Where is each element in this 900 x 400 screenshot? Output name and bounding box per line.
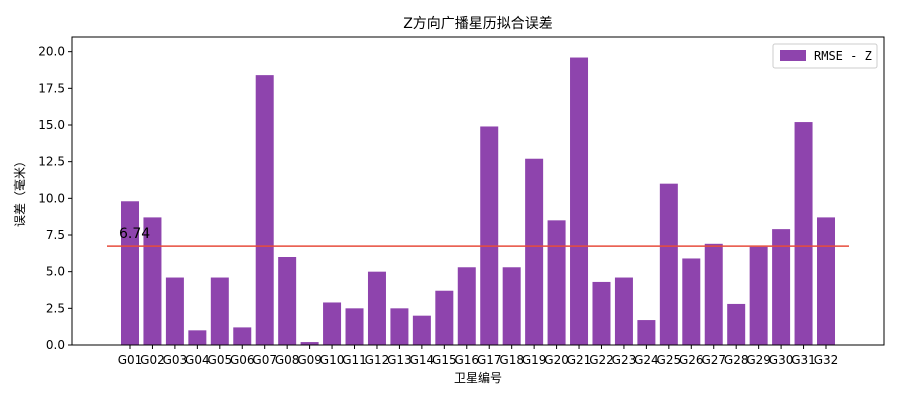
y-tick-label: 7.5 <box>46 228 65 242</box>
plot-frame <box>71 36 885 346</box>
bar-g11 <box>345 308 364 345</box>
x-tick-label-g18: G18 <box>499 353 524 367</box>
x-tick-label-g04: G04 <box>185 353 210 367</box>
x-tick-label-g30: G30 <box>769 353 794 367</box>
x-tick-label-g27: G27 <box>701 353 726 367</box>
legend-label: RMSE - Z <box>814 49 872 63</box>
bar-g01 <box>121 201 139 345</box>
y-tick-label: 0.0 <box>46 338 65 352</box>
x-tick-label-g24: G24 <box>634 353 659 367</box>
y-tick-label: 5.0 <box>46 265 65 279</box>
chart-title: Z方向广播星历拟合误差 <box>403 16 553 32</box>
x-tick-label-g06: G06 <box>230 353 255 367</box>
bar-g19 <box>525 158 544 345</box>
y-tick-label: 10.0 <box>38 191 65 205</box>
bar-g28 <box>727 303 746 345</box>
bar-g07 <box>255 75 274 345</box>
x-tick-label-g20: G20 <box>544 353 569 367</box>
x-tick-label-g15: G15 <box>432 353 457 367</box>
x-tick-label-g08: G08 <box>275 353 300 367</box>
bar-g21 <box>570 57 589 345</box>
x-tick-label-g21: G21 <box>567 353 592 367</box>
bars-group <box>121 57 835 345</box>
bar-g29 <box>749 246 768 345</box>
y-tick-label: 17.5 <box>38 81 65 95</box>
bar-g23 <box>614 277 633 345</box>
x-tick-label-g22: G22 <box>589 353 614 367</box>
x-tick-label-g23: G23 <box>612 353 637 367</box>
x-tick-label-g11: G11 <box>342 353 367 367</box>
bar-g17 <box>480 126 499 345</box>
bar-g16 <box>457 267 476 345</box>
bar-g27 <box>704 243 723 345</box>
bar-g10 <box>323 302 342 345</box>
bar-g03 <box>165 277 184 345</box>
x-tick-label-g16: G16 <box>454 353 479 367</box>
bar-g24 <box>637 320 656 345</box>
bar-g32 <box>817 217 835 345</box>
x-tick-label-g26: G26 <box>679 353 704 367</box>
x-tick-label-g12: G12 <box>365 353 390 367</box>
x-tick-label-g02: G02 <box>140 353 165 367</box>
bar-g30 <box>772 229 791 345</box>
bar-g25 <box>659 183 678 345</box>
x-tick-label-g19: G19 <box>522 353 547 367</box>
x-tick-label-g09: G09 <box>297 353 322 367</box>
bar-g31 <box>794 122 813 345</box>
x-tick-label-g32: G32 <box>814 353 839 367</box>
bar-g15 <box>435 290 454 345</box>
bar-g20 <box>547 220 566 345</box>
y-axis-title: 误差（毫米） <box>12 155 27 227</box>
bar-g13 <box>390 308 409 345</box>
reference-line-group: 6.74 <box>107 226 849 247</box>
bar-g18 <box>502 267 521 345</box>
x-tick-label-g03: G03 <box>163 353 188 367</box>
y-tick-label: 2.5 <box>46 301 65 315</box>
y-axis: 0.0 2.5 5.0 7.5 10.0 12.5 15.0 17.5 20.0 <box>38 45 72 352</box>
y-tick-label: 20.0 <box>38 45 65 59</box>
bar-g22 <box>592 281 611 345</box>
x-tick-label-g05: G05 <box>208 353 233 367</box>
x-tick-label-g07: G07 <box>252 353 277 367</box>
x-tick-label-g14: G14 <box>410 353 435 367</box>
bar-g09 <box>300 342 319 345</box>
bar-g26 <box>682 258 701 345</box>
bar-g12 <box>367 271 386 345</box>
bar-g04 <box>188 330 207 345</box>
x-tick-label-g25: G25 <box>657 353 682 367</box>
legend-swatch <box>780 50 806 61</box>
x-tick-label-g10: G10 <box>320 353 345 367</box>
y-tick-label: 12.5 <box>38 155 65 169</box>
x-tick-label-g31: G31 <box>791 353 816 367</box>
x-axis: G01G02G03G04G05G06G07G08G09G10G11G12G13G… <box>118 345 839 367</box>
bar-g05 <box>210 277 229 345</box>
x-axis-title: 卫星编号 <box>454 370 502 385</box>
x-tick-label-g17: G17 <box>477 353 502 367</box>
x-tick-label-g01: G01 <box>118 353 143 367</box>
y-tick-label: 15.0 <box>38 118 65 132</box>
bar-g14 <box>412 315 431 345</box>
x-tick-label-g28: G28 <box>724 353 749 367</box>
bar-g06 <box>233 327 252 345</box>
legend: RMSE - Z <box>772 43 878 69</box>
mean-line-label: 6.74 <box>119 226 150 242</box>
bar-g02 <box>143 217 162 345</box>
x-tick-label-g29: G29 <box>746 353 771 367</box>
x-tick-label-g13: G13 <box>387 353 412 367</box>
bar-g08 <box>278 257 297 345</box>
